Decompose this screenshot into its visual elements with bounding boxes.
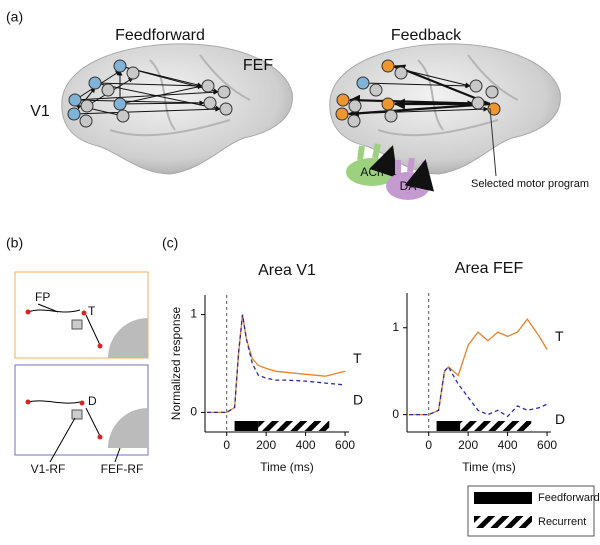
node — [381, 97, 395, 111]
panel-label: (a) — [6, 9, 23, 25]
node — [394, 66, 408, 80]
x-tick-label: 400 — [498, 438, 518, 452]
x-tick-label: 600 — [537, 438, 557, 452]
neuromodulators — [346, 144, 430, 200]
x-tick-label: 200 — [256, 438, 276, 452]
node — [384, 109, 398, 123]
node — [356, 76, 370, 90]
schematic-label: V1-RF — [31, 462, 66, 476]
connection — [73, 106, 221, 115]
series-line — [207, 314, 346, 414]
legend-label: Recurrent — [538, 516, 586, 528]
series-label: D — [555, 411, 565, 427]
node — [469, 79, 483, 93]
x-tick-label: 0 — [223, 438, 230, 452]
x-tick-label: 0 — [425, 438, 432, 452]
legend-label: Feedforward — [538, 492, 600, 504]
node — [79, 114, 93, 128]
panel-label: (b) — [6, 235, 23, 251]
x-tick-label: 200 — [458, 438, 478, 452]
connection — [342, 99, 473, 106]
series-line — [207, 314, 346, 414]
node — [101, 83, 115, 97]
area-label: V1 — [30, 103, 50, 120]
da-label: DA — [400, 179, 417, 193]
y-tick-label: 0 — [392, 407, 399, 421]
node — [80, 99, 94, 113]
schematic — [14, 271, 149, 463]
annotation: Selected motor program — [471, 178, 589, 190]
node — [67, 107, 81, 121]
node — [369, 83, 383, 97]
y-tick-label: 1 — [392, 320, 399, 334]
node — [471, 96, 485, 110]
series-label: T — [353, 350, 362, 366]
node — [113, 97, 127, 111]
series-line — [409, 365, 548, 418]
node — [347, 114, 361, 128]
y-tick-label: 0 — [190, 405, 197, 419]
node — [88, 76, 102, 90]
diagram-title: Feedback — [391, 27, 462, 44]
connection — [94, 82, 221, 111]
brain — [61, 43, 293, 175]
node — [348, 99, 362, 113]
chart-title: Area V1 — [258, 262, 316, 279]
x-tick-label: 600 — [335, 438, 355, 452]
series-label: D — [353, 392, 363, 408]
node — [113, 59, 127, 73]
node — [487, 102, 501, 116]
panel-label: (c) — [162, 235, 178, 251]
node — [485, 85, 499, 99]
diagram-title: Feedforward — [115, 27, 205, 44]
epoch-bar — [234, 421, 259, 431]
network — [67, 59, 501, 128]
connection — [94, 82, 203, 89]
legend-swatch — [474, 516, 532, 528]
node — [217, 85, 231, 99]
epoch-bar — [258, 421, 330, 431]
schematic-label: T — [88, 304, 96, 318]
legend: Feedforward Recurrent — [467, 485, 600, 537]
connection — [341, 106, 489, 115]
epoch-bar — [460, 421, 532, 431]
schematic-label: FEF-RF — [101, 462, 144, 476]
brain — [329, 43, 561, 175]
y-tick-label: 1 — [190, 307, 197, 321]
node — [126, 66, 140, 80]
connection — [362, 82, 471, 89]
node — [203, 96, 217, 110]
node — [335, 107, 349, 121]
connection — [387, 100, 473, 106]
y-axis-label: Normalized response — [169, 306, 183, 420]
node — [116, 109, 130, 123]
x-axis-label: Time (ms) — [260, 460, 314, 474]
node — [201, 79, 215, 93]
schematic-label: D — [88, 394, 97, 408]
legend-swatch — [474, 492, 532, 504]
node — [219, 102, 233, 116]
connection — [347, 102, 491, 119]
chart-title: Area FEF — [455, 260, 524, 277]
epoch-bar — [436, 421, 461, 431]
series-label: T — [555, 328, 564, 344]
x-axis-label: Time (ms) — [462, 460, 516, 474]
ach-label: ACh — [360, 165, 383, 179]
x-tick-label: 400 — [296, 438, 316, 452]
node — [381, 59, 395, 73]
area-label: FEF — [243, 57, 273, 74]
series-line — [409, 317, 548, 416]
schematic-label: FP — [35, 290, 50, 304]
node — [336, 93, 350, 107]
pointer-line — [489, 107, 497, 177]
node — [68, 93, 82, 107]
